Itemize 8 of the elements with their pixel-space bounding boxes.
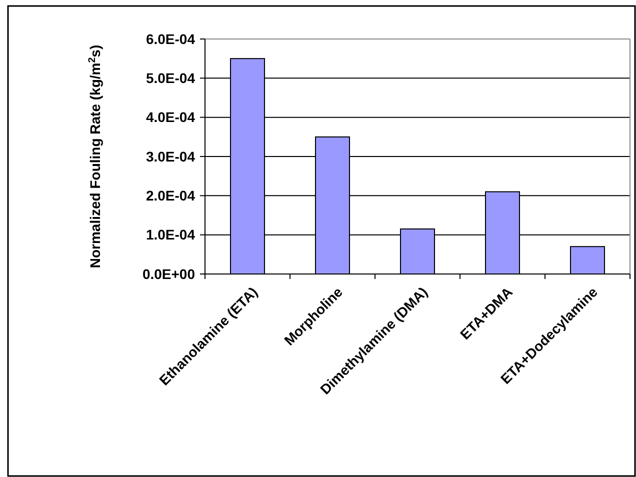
y-tick-label: 6.0E-04 (146, 30, 196, 47)
y-tick-label: 4.0E-04 (146, 109, 196, 126)
y-tick-label: 5.0E-04 (146, 70, 196, 86)
y-tick-label: 0.0E+00 (142, 266, 196, 282)
y-tick-label: 3.0E-04 (146, 148, 196, 164)
bar (570, 246, 605, 274)
y-tick-label: 1.0E-04 (146, 226, 196, 243)
y-tick-label: 2.0E-04 (146, 188, 196, 204)
